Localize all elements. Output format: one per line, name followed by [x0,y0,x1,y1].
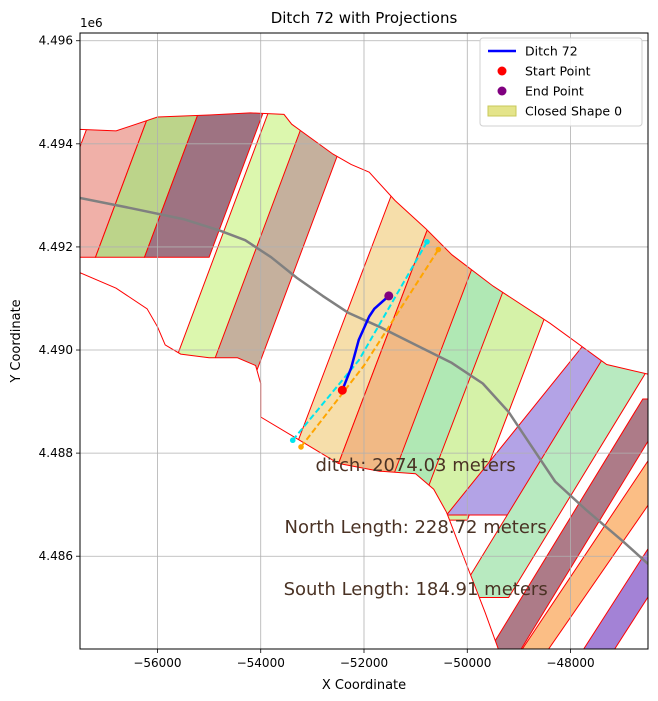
projection-line [300,248,440,448]
region-outline [80,112,648,649]
legend-marker-patch [487,105,517,117]
lines [80,196,648,565]
start-point [337,385,347,395]
projection-endpoint [298,444,304,450]
grid [80,33,648,649]
region-band [476,398,648,649]
centerline [80,196,648,565]
legend-label: Ditch 72 [525,44,578,59]
legend-label: End Point [525,84,584,99]
y-tick-label: 4.488 [39,446,73,460]
region-band [143,112,283,258]
legend-marker-point [497,66,507,76]
region-band [569,540,648,649]
x-tick-label: −50000 [443,656,491,670]
y-tick-label: 4.496 [39,34,73,48]
legend-label: Start Point [525,64,591,79]
ticks: −56000 −54000 −52000 −50000 −48000 4.486 4.488… [39,34,595,670]
annotation-text: South Length: 184.91 meters [284,579,548,600]
x-tick-label: −52000 [340,656,388,670]
chart-title: Ditch 72 with Projections [271,9,458,27]
end-point [384,291,394,301]
y-tick-label: 4.492 [39,240,73,254]
annotations: ditch: 2074.03 meters North Length: 228.7… [284,455,548,600]
y-tick-label: 4.494 [39,137,73,151]
ditch-line [341,294,390,391]
y-tick-label: 4.486 [39,549,73,563]
projection-endpoint [289,437,296,444]
x-tick-label: −56000 [133,656,181,670]
legend-label: Closed Shape 0 [525,104,622,119]
legend: Ditch 72 Start Point End Point Closed Shape… [479,37,643,127]
region-band [94,112,218,258]
points [337,291,394,395]
projection-line [291,241,428,441]
projection-endpoint [424,238,430,245]
x-axis-label: X Coordinate [322,678,406,693]
annotation-text: ditch: 2074.03 meters [316,455,516,476]
legend-box [479,37,643,127]
projection-endpoint [435,246,442,253]
y-tick-label: 4.490 [39,343,73,357]
legend-marker-point [497,86,507,96]
region-band [456,326,648,598]
annotation-text: North Length: 228.72 meters [285,517,547,538]
x-tick-label: −48000 [546,656,594,670]
y-offset-label: 1e6 [80,16,103,30]
x-tick-label: −54000 [237,656,285,670]
y-axis-label: Y Coordinate [9,299,24,383]
